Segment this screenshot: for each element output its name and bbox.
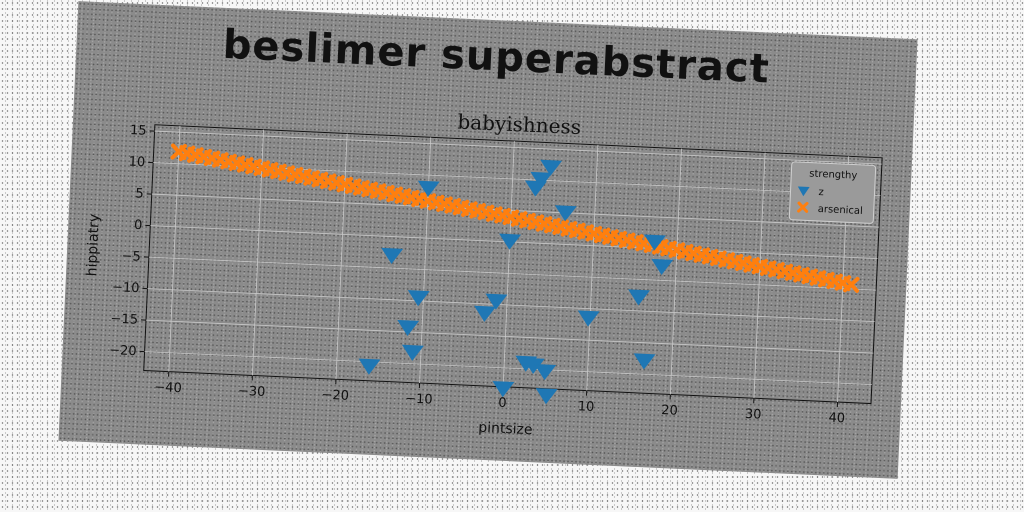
y-tick-label: −15 <box>110 312 138 328</box>
x-tick-label: 20 <box>661 403 678 419</box>
x-tick-label: −30 <box>238 384 266 400</box>
z-point <box>407 290 430 307</box>
chart-card: beslimer superabstract babyishness −40 −3… <box>58 1 918 479</box>
z-point <box>644 234 666 251</box>
legend-label-arsenical: arsenical <box>817 204 863 217</box>
y-tick-label: 10 <box>128 154 145 170</box>
x-tick-label: 0 <box>498 396 507 411</box>
y-axis-label: hippiatry <box>84 213 103 276</box>
z-point <box>397 319 420 337</box>
x-tick-label: 40 <box>828 411 845 427</box>
z-point <box>540 159 563 176</box>
y-grid-line <box>154 130 882 165</box>
legend-label-z: z <box>818 187 824 198</box>
x-grid-line <box>419 137 432 384</box>
series-z <box>358 159 674 405</box>
z-point <box>358 358 381 375</box>
scatter-plot: babyishness −40 −30 −20 −10 0 10 20 30 40 −20 −15… <box>84 110 883 438</box>
legend: strengthy z arsenical <box>788 161 877 224</box>
y-axis-ticks: −20 −15 −10 −5 0 5 10 15 <box>109 123 155 359</box>
x-grid-line <box>502 141 515 387</box>
x-grid-line <box>753 152 766 399</box>
z-point <box>499 233 522 250</box>
y-grid-line <box>147 288 875 323</box>
x-grid-line <box>335 133 348 380</box>
y-tick-label: −10 <box>112 280 140 296</box>
x-axis-label: pintsize <box>478 420 533 438</box>
z-point <box>530 171 553 189</box>
series-arsenical <box>170 143 860 293</box>
y-tick-label: −20 <box>109 343 137 359</box>
z-point <box>417 180 440 197</box>
x-tick-label: −40 <box>154 380 182 396</box>
legend-marker-arsenical <box>797 201 809 213</box>
x-grid-line <box>586 144 599 391</box>
z-point <box>492 381 515 398</box>
y-grid-line <box>148 256 877 291</box>
z-point <box>381 247 404 264</box>
legend-box <box>788 161 877 224</box>
chart-title: babyishness <box>457 110 582 140</box>
x-tick-label: 30 <box>745 407 762 423</box>
y-tick-label: 5 <box>135 186 144 201</box>
y-tick-label: 15 <box>130 123 147 139</box>
x-tick-label: 10 <box>577 399 594 415</box>
x-axis-ticks: −40 −30 −20 −10 0 10 20 30 40 <box>154 371 845 427</box>
y-tick-label: −5 <box>121 249 141 265</box>
x-grid-line <box>669 148 682 395</box>
y-tick-label: 0 <box>134 218 143 233</box>
z-point <box>474 305 497 322</box>
z-point <box>628 289 651 306</box>
z-point <box>535 388 558 405</box>
x-tick-label: −20 <box>321 388 349 404</box>
legend-marker-z <box>797 186 810 197</box>
x-tick-label: −10 <box>405 391 433 407</box>
z-point <box>577 310 600 327</box>
z-point <box>554 205 577 222</box>
z-point <box>534 364 557 381</box>
z-point <box>633 353 656 370</box>
z-point <box>651 258 674 275</box>
z-point <box>485 293 508 310</box>
z-point <box>401 344 424 361</box>
y-grid-line <box>145 319 874 354</box>
y-grid-line <box>144 351 872 386</box>
arsenical-point <box>842 276 860 293</box>
z-point <box>525 180 547 197</box>
legend-title: strengthy <box>809 169 858 182</box>
x-grid-line <box>168 125 181 372</box>
